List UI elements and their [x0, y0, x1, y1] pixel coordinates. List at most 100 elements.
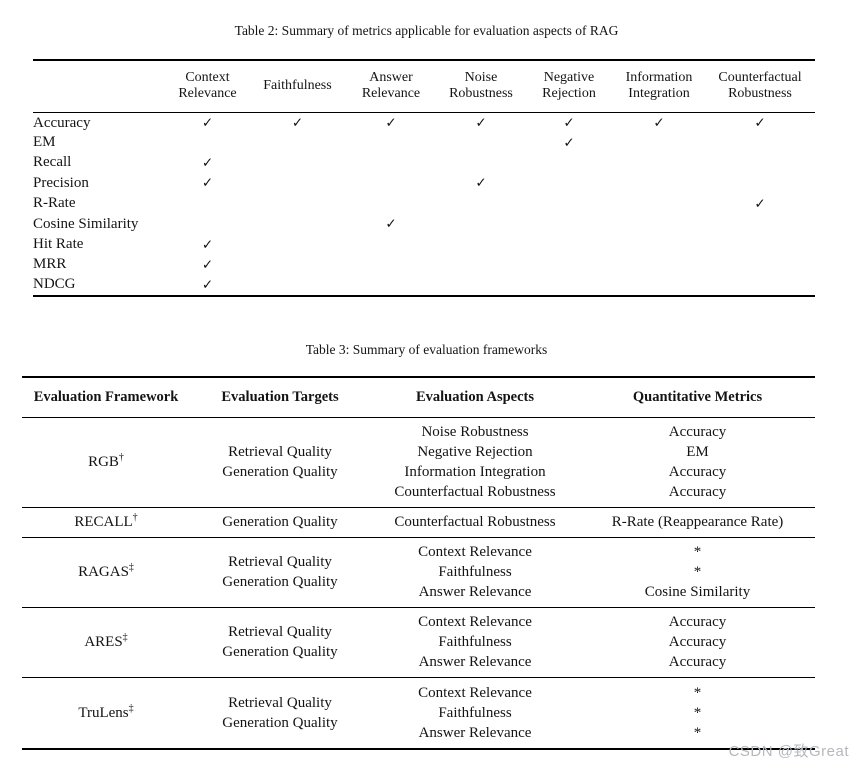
- aspect-line: Counterfactual Robustness: [394, 514, 556, 530]
- check-cell: [437, 234, 525, 254]
- metric-line: *: [693, 684, 702, 701]
- framework-name: ARES: [84, 634, 123, 650]
- metric-label: Recall: [33, 154, 72, 171]
- metric-line: Cosine Similarity: [644, 584, 751, 600]
- column-header-line: Relevance: [361, 86, 421, 102]
- column-header-line: Robustness: [449, 86, 513, 102]
- check-cell: [613, 234, 705, 254]
- metric-label: R-Rate: [33, 195, 76, 212]
- metric-label: Precision: [33, 174, 89, 191]
- metric-line: Accuracy: [668, 614, 727, 630]
- aspect-line: Answer Relevance: [418, 584, 532, 600]
- check-cell: [525, 173, 613, 193]
- check-cell: [705, 214, 815, 234]
- column-header-line: Negative: [543, 69, 595, 85]
- column-header-line: Answer: [369, 69, 413, 85]
- target-line: Generation Quality: [222, 574, 338, 590]
- check-cell: [345, 255, 437, 275]
- metric-line: Accuracy: [668, 634, 727, 650]
- table3-caption: Table 3: Summary of evaluation framework…: [305, 342, 548, 357]
- aspect-line: Negative Rejection: [417, 444, 533, 460]
- check-cell: [250, 275, 345, 295]
- metrics-cell: * * *: [580, 677, 815, 749]
- check-cell: [437, 153, 525, 173]
- column-header-evaluation-framework: Evaluation Framework: [33, 388, 179, 405]
- check-cell: ✓: [201, 256, 214, 273]
- framework-name: RGB: [88, 454, 119, 470]
- target-line: Retrieval Quality: [228, 624, 332, 640]
- check-cell: [525, 255, 613, 275]
- column-header-line: Relevance: [178, 86, 237, 102]
- check-cell: [437, 214, 525, 234]
- column-header-quantitative-metrics: Quantitative Metrics: [632, 388, 763, 405]
- check-cell: [613, 153, 705, 173]
- target-line: Retrieval Quality: [228, 694, 332, 711]
- metric-line: Accuracy: [668, 464, 727, 480]
- framework-name: TruLens: [78, 704, 129, 721]
- check-cell: [525, 153, 613, 173]
- check-cell: [345, 132, 437, 152]
- metrics-cell: * * Cosine Similarity: [580, 537, 815, 607]
- aspect-line: Faithfulness: [438, 704, 512, 721]
- targets-cell: Generation Quality: [190, 507, 370, 537]
- check-cell: [250, 234, 345, 254]
- check-cell: ✓: [563, 115, 575, 132]
- check-cell: [525, 194, 613, 214]
- check-cell: [705, 275, 815, 295]
- table-row-hit-rate: Hit Rate ✓: [33, 234, 815, 254]
- column-header-answer-relevance: Answer Relevance: [345, 60, 437, 112]
- check-cell: [345, 194, 437, 214]
- check-cell: [525, 275, 613, 295]
- table2-header-row: Context Relevance Faithfulness Answer Re…: [33, 60, 815, 112]
- metric-line: *: [693, 564, 702, 580]
- check-cell: ✓: [563, 134, 575, 151]
- metric-label: Cosine Similarity: [33, 215, 139, 232]
- check-cell: [345, 275, 437, 295]
- metric-line: *: [693, 544, 702, 560]
- framework-superscript: †: [118, 452, 124, 463]
- aspects-cell: Context Relevance Faithfulness Answer Re…: [370, 677, 580, 749]
- check-cell: ✓: [201, 154, 214, 171]
- check-cell: [250, 255, 345, 275]
- targets-cell: Retrieval Quality Generation Quality: [190, 537, 370, 607]
- aspect-line: Information Integration: [404, 464, 546, 480]
- framework-cell: RECALL†: [22, 507, 190, 537]
- metric-label: EM: [33, 134, 56, 151]
- check-cell: ✓: [385, 216, 397, 233]
- metric-label: Hit Rate: [33, 236, 84, 253]
- framework-name: RECALL: [74, 514, 133, 530]
- table3-header-row: Evaluation Framework Evaluation Targets …: [22, 377, 815, 417]
- target-line: Generation Quality: [222, 464, 338, 480]
- targets-cell: Retrieval Quality Generation Quality: [190, 607, 370, 677]
- check-cell: ✓: [201, 236, 214, 253]
- framework-superscript: †: [132, 512, 138, 523]
- check-cell: ✓: [291, 115, 304, 132]
- aspect-line: Answer Relevance: [418, 724, 532, 741]
- target-line: Generation Quality: [222, 714, 338, 731]
- framework-superscript: ‡: [128, 702, 134, 714]
- check-cell: [613, 194, 705, 214]
- aspects-cell: Noise Robustness Negative Rejection Info…: [370, 417, 580, 507]
- check-cell: ✓: [201, 115, 214, 132]
- table-row-mrr: MRR ✓: [33, 255, 815, 275]
- table-row-rgb: RGB† Retrieval Quality Generation Qualit…: [22, 417, 815, 507]
- check-cell: [613, 132, 705, 152]
- check-cell: [613, 275, 705, 295]
- csdn-watermark: CSDN @致Great: [728, 743, 849, 760]
- check-cell: [165, 214, 250, 234]
- metric-line: EM: [686, 444, 709, 460]
- column-header-line: Noise: [464, 69, 498, 85]
- metric-line: R-Rate (Reappearance Rate): [611, 514, 784, 530]
- check-cell: [705, 132, 815, 152]
- check-cell: ✓: [201, 276, 214, 293]
- column-header-faithfulness: Faithfulness: [250, 60, 345, 112]
- corner-cell: [33, 60, 165, 112]
- aspect-line: Answer Relevance: [418, 654, 532, 670]
- aspect-line: Faithfulness: [438, 564, 512, 580]
- check-cell: [705, 153, 815, 173]
- column-header-evaluation-targets: Evaluation Targets: [221, 388, 339, 405]
- column-header-line: Rejection: [542, 86, 596, 102]
- column-header-line: Integration: [628, 86, 690, 102]
- column-header-line: Information: [625, 69, 693, 85]
- check-cell: [250, 214, 345, 234]
